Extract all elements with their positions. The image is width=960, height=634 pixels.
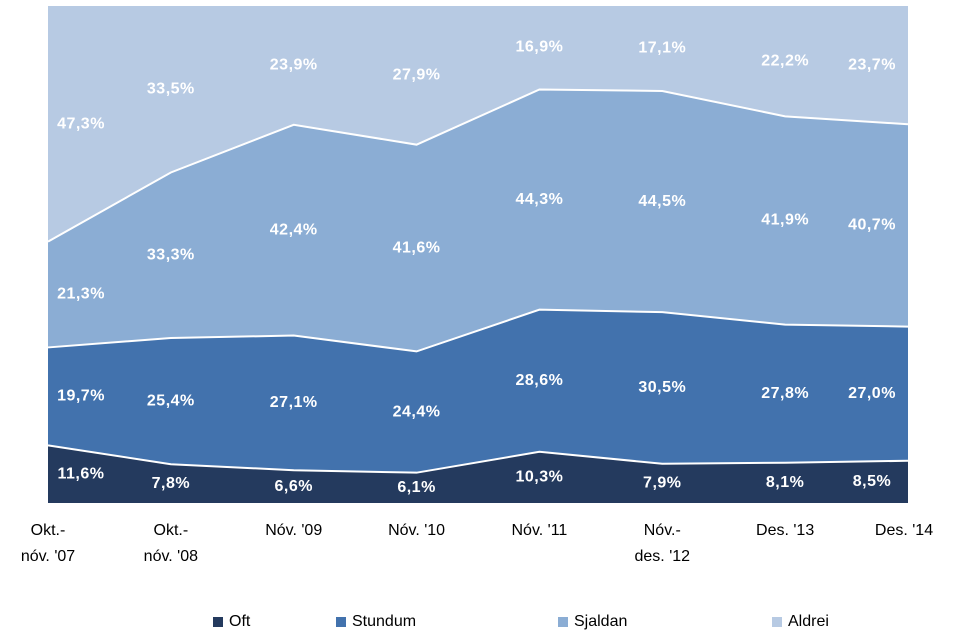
value-label: 17,1%	[638, 40, 686, 57]
value-label: 27,8%	[761, 385, 809, 402]
value-label: 44,3%	[515, 191, 563, 208]
legend-swatch	[213, 617, 223, 627]
boundary-line	[47, 444, 909, 474]
legend-label: Stundum	[352, 613, 416, 630]
value-label: 42,4%	[270, 221, 318, 238]
x-tick-label: nóv. '08	[144, 548, 198, 565]
value-label: 24,4%	[393, 403, 441, 420]
x-tick-label: Des. '14	[875, 522, 933, 539]
area	[48, 309, 908, 473]
value-label: 10,3%	[515, 469, 563, 486]
value-label: 44,5%	[638, 193, 686, 210]
area	[48, 6, 908, 242]
value-label: 8,5%	[853, 473, 891, 490]
x-tick-label: nóv. '07	[21, 548, 75, 565]
value-label: 40,7%	[848, 217, 896, 234]
value-label: 19,7%	[57, 388, 105, 405]
value-label: 30,5%	[638, 379, 686, 396]
legend-label: Aldrei	[788, 613, 829, 630]
value-label: 25,4%	[147, 392, 195, 409]
area	[48, 445, 908, 503]
x-tick-label: Okt.-	[31, 522, 66, 539]
value-label: 23,7%	[848, 57, 896, 74]
x-tick-label: Nóv.-	[644, 522, 681, 539]
value-label: 23,9%	[270, 57, 318, 74]
value-label: 41,6%	[393, 239, 441, 256]
legend-swatch	[772, 617, 782, 627]
value-label: 28,6%	[515, 372, 563, 389]
value-label: 7,8%	[152, 475, 190, 492]
value-label: 21,3%	[57, 286, 105, 303]
value-label: 7,9%	[643, 475, 681, 492]
value-label: 16,9%	[515, 39, 563, 56]
x-tick-label: Nóv. '09	[265, 522, 322, 539]
value-label: 8,1%	[766, 474, 804, 491]
x-tick-label: Okt.-	[154, 522, 189, 539]
x-tick-label: Des. '13	[756, 522, 814, 539]
boundary-line	[47, 88, 909, 243]
legend-swatch	[558, 617, 568, 627]
value-label: 47,3%	[57, 115, 105, 132]
value-label: 27,0%	[848, 385, 896, 402]
value-label: 33,3%	[147, 246, 195, 263]
legend-label: Oft	[229, 613, 251, 630]
x-tick-label: Nóv. '11	[512, 522, 568, 539]
value-label: 41,9%	[761, 212, 809, 229]
legend-swatch	[336, 617, 346, 627]
value-label: 6,6%	[274, 478, 312, 495]
value-label: 6,1%	[397, 479, 435, 496]
area	[48, 89, 908, 352]
value-label: 11,6%	[58, 465, 105, 482]
x-tick-label: des. '12	[635, 548, 691, 565]
value-label: 33,5%	[147, 80, 195, 97]
value-label: 22,2%	[761, 52, 809, 69]
boundary-line	[47, 308, 909, 353]
x-tick-label: Nóv. '10	[388, 522, 445, 539]
value-label: 27,9%	[393, 67, 441, 84]
value-label: 27,1%	[270, 394, 318, 411]
legend-label: Sjaldan	[574, 613, 627, 630]
